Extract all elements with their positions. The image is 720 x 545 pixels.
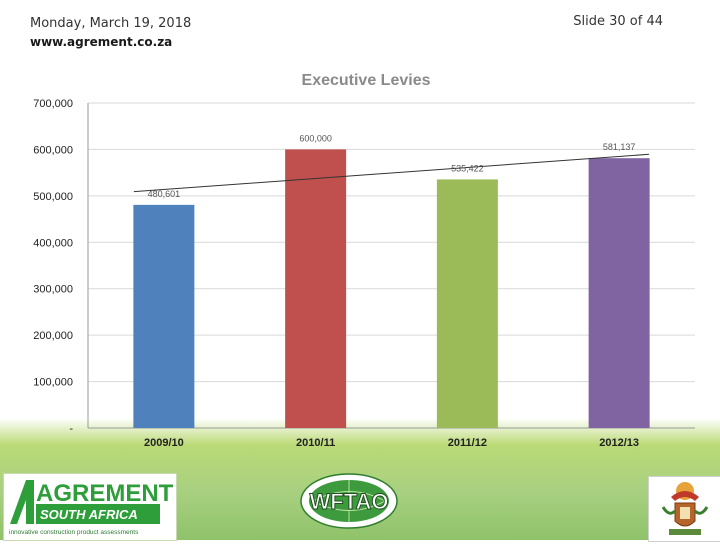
data-label: 600,000 (299, 133, 332, 143)
y-tick-label: - (69, 423, 73, 435)
data-label: 535,422 (451, 163, 484, 173)
data-label: 480,601 (148, 189, 181, 199)
svg-text:innovative construction produc: innovative construction product assessme… (9, 529, 139, 536)
x-tick-label: 2012/13 (599, 437, 639, 449)
svg-text:WFTAO: WFTAO (309, 489, 388, 514)
slide-header: Monday, March 19, 2018 www.agrement.co.z… (30, 14, 191, 52)
y-tick-label: 200,000 (33, 330, 73, 342)
svg-text:AGREMENT: AGREMENT (36, 480, 174, 507)
y-tick-label: 300,000 (33, 284, 73, 296)
y-tick-label: 400,000 (33, 237, 73, 249)
data-label: 581,137 (603, 142, 636, 152)
chart-title: Executive Levies (302, 72, 431, 89)
bar-2009-10 (133, 204, 195, 428)
bar-2012-13 (588, 158, 650, 428)
agrement-logo: AGREMENT SOUTH AFRICA innovative constru… (3, 473, 177, 541)
slide-number: Slide 30 of 44 (573, 14, 663, 29)
website-url[interactable]: www.agrement.co.za (30, 35, 173, 49)
y-tick-label: 700,000 (33, 98, 73, 110)
coat-of-arms-emblem (648, 476, 720, 542)
slide-date: Monday, March 19, 2018 (30, 16, 192, 31)
trendline (133, 153, 650, 193)
x-tick-label: 2010/11 (296, 437, 335, 449)
x-tick-label: 2009/10 (144, 437, 184, 449)
x-tick-label: 2011/12 (448, 437, 487, 449)
bar-2011-12 (436, 179, 498, 428)
bar-2010-11 (285, 149, 347, 428)
wftao-logo: WFTAO (298, 472, 400, 530)
svg-text:SOUTH AFRICA: SOUTH AFRICA (40, 507, 138, 522)
y-tick-label: 500,000 (33, 191, 73, 203)
y-tick-label: 100,000 (33, 377, 73, 389)
y-tick-label: 600,000 (33, 144, 73, 156)
